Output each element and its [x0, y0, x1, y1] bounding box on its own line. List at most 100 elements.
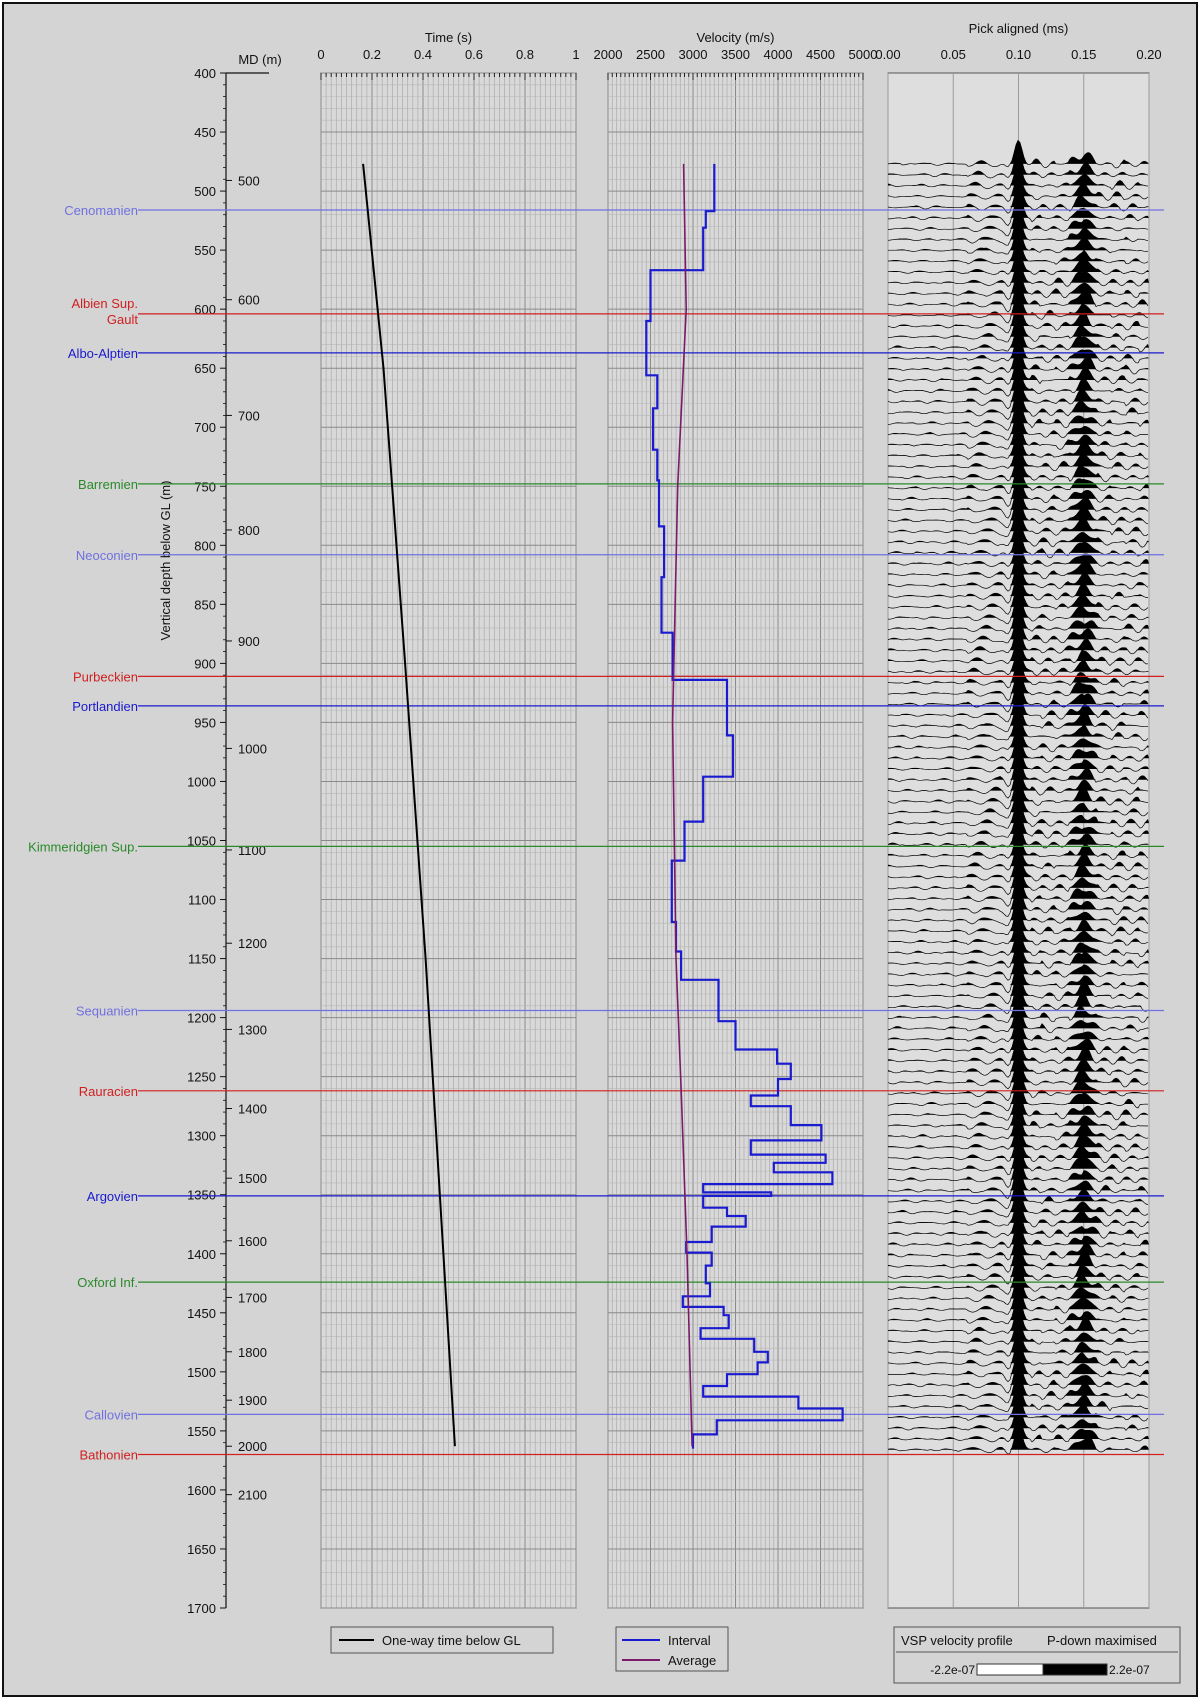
vsp-trace	[888, 1370, 1149, 1404]
time-panel-title: Time (s)	[425, 30, 472, 45]
vsp-trace	[888, 724, 1149, 753]
vsp-tick-label: 0.20	[1136, 47, 1161, 62]
vsp-trace	[888, 843, 1149, 872]
vsp-colorbar-min: -2.2e-07	[930, 1663, 975, 1677]
vsp-trace	[888, 940, 1149, 969]
time-tick-label: 0.2	[363, 47, 381, 62]
vsp-trace-fill	[888, 1427, 1149, 1450]
vsp-legend-title: VSP velocity profile	[901, 1633, 1013, 1648]
depth-tick-label: 1000	[187, 774, 216, 789]
md-tick-label: 1300	[238, 1022, 267, 1037]
velocity-tick-label: 3000	[679, 47, 708, 62]
vsp-trace	[888, 798, 1149, 829]
vsp-trace	[888, 1295, 1149, 1325]
vsp-trace	[888, 832, 1149, 860]
md-tick-label: 1500	[238, 1171, 267, 1186]
depth-tick-label: 900	[194, 656, 216, 671]
vsp-trace	[888, 485, 1149, 519]
vsp-trace	[888, 755, 1149, 788]
depth-tick-label: 1650	[187, 1542, 216, 1557]
depth-tick-label: 1100	[188, 893, 216, 908]
horizon-label: Bathonien	[79, 1448, 138, 1463]
vsp-figure: Time (s) 0 0.2 0.4 0.6 0.8 1 Velocity (m/s) 2000…	[28, 21, 1181, 1684]
velocity-tick-label: 4500	[806, 47, 835, 62]
vsp-tick-label: 0.10	[1006, 47, 1031, 62]
time-series-line	[362, 163, 456, 1447]
vsp-colorbar-white	[976, 1663, 1044, 1676]
vsp-trace	[888, 1307, 1149, 1335]
depth-tick-label: 800	[194, 538, 216, 553]
vsp-trace	[888, 907, 1149, 937]
vsp-trace	[888, 626, 1149, 655]
vsp-trace	[888, 1188, 1149, 1218]
vsp-trace-fill	[888, 702, 1149, 726]
vsp-trace-fill	[888, 714, 1149, 737]
vsp-trace-fill	[888, 638, 1149, 661]
vsp-trace	[888, 1274, 1149, 1305]
horizon-label: Cenomanien	[64, 203, 138, 218]
vsp-traces	[888, 139, 1149, 1455]
vsp-trace-fill	[888, 151, 1149, 175]
vsp-trace-fill	[888, 1308, 1149, 1331]
vsp-trace-fill	[888, 432, 1149, 456]
vsp-trace	[888, 345, 1149, 375]
time-tick-label: 0.6	[465, 47, 483, 62]
time-legend-label: One-way time below GL	[382, 1633, 521, 1648]
vsp-trace	[888, 961, 1149, 994]
vsp-trace	[888, 895, 1149, 927]
md-tick-label: 1400	[238, 1102, 267, 1117]
vsp-trace	[888, 1048, 1148, 1078]
horizon-label: Barremien	[78, 477, 138, 492]
horizon-label: Oxford Inf.	[77, 1275, 138, 1290]
depth-tick-label: 500	[194, 184, 216, 199]
depth-tick-label: 550	[194, 243, 216, 258]
velocity-tick-label: 5000	[849, 47, 878, 62]
velocity-tick-label: 3500	[721, 47, 750, 62]
depth-tick-label: 600	[194, 302, 216, 317]
vsp-trace	[888, 1253, 1149, 1285]
md-tick-label: 2000	[238, 1439, 267, 1454]
depth-tick-label: 950	[194, 715, 216, 730]
depth-tick-label: 1050	[187, 834, 216, 849]
vsp-trace	[888, 1393, 1149, 1422]
vsp-trace	[888, 971, 1149, 1005]
vsp-trace	[888, 334, 1149, 364]
depth-tick-label: 1600	[187, 1483, 216, 1498]
velocity-tick-label: 2000	[594, 47, 623, 62]
vsp-colorbar-max: 2.2e-07	[1109, 1663, 1150, 1677]
vsp-trace	[888, 464, 1149, 495]
vsp-trace-fill	[888, 1038, 1149, 1061]
vsp-trace	[888, 919, 1149, 946]
vsp-trace	[888, 864, 1149, 896]
vsp-trace	[888, 713, 1149, 742]
vsp-trace	[888, 237, 1149, 265]
horizon-label: Argovien	[87, 1189, 138, 1204]
md-tick-label: 1900	[238, 1393, 267, 1408]
vsp-trace-fill	[888, 832, 1149, 856]
vsp-trace	[888, 301, 1149, 334]
time-tick-label: 1	[572, 47, 579, 62]
vsp-trace	[888, 1330, 1148, 1357]
vsp-trace	[888, 1145, 1149, 1176]
vsp-trace	[888, 540, 1149, 567]
vsp-trace	[888, 593, 1149, 625]
depth-tick-label: 1550	[187, 1424, 216, 1439]
vsp-trace	[888, 669, 1148, 702]
vsp-trace	[888, 162, 1149, 191]
depth-tick-label: 1300	[187, 1129, 216, 1144]
vsp-trace	[888, 809, 1149, 839]
vsp-trace	[888, 649, 1149, 676]
vsp-trace	[888, 475, 1149, 507]
horizon-label: Rauracien	[79, 1084, 138, 1099]
vsp-trace	[888, 701, 1149, 733]
vsp-trace	[888, 551, 1149, 580]
md-tick-label: 900	[238, 634, 260, 649]
vsp-trace	[888, 1113, 1149, 1141]
vsp-trace	[888, 174, 1149, 202]
vsp-tick-label: 0.15	[1071, 47, 1096, 62]
vsp-tick-label: 0.00	[875, 47, 900, 62]
depth-tick-label: 400	[194, 66, 216, 81]
vsp-trace	[888, 1349, 1149, 1383]
depth-tick-label: 1700	[187, 1601, 216, 1616]
vsp-trace	[888, 679, 1149, 713]
